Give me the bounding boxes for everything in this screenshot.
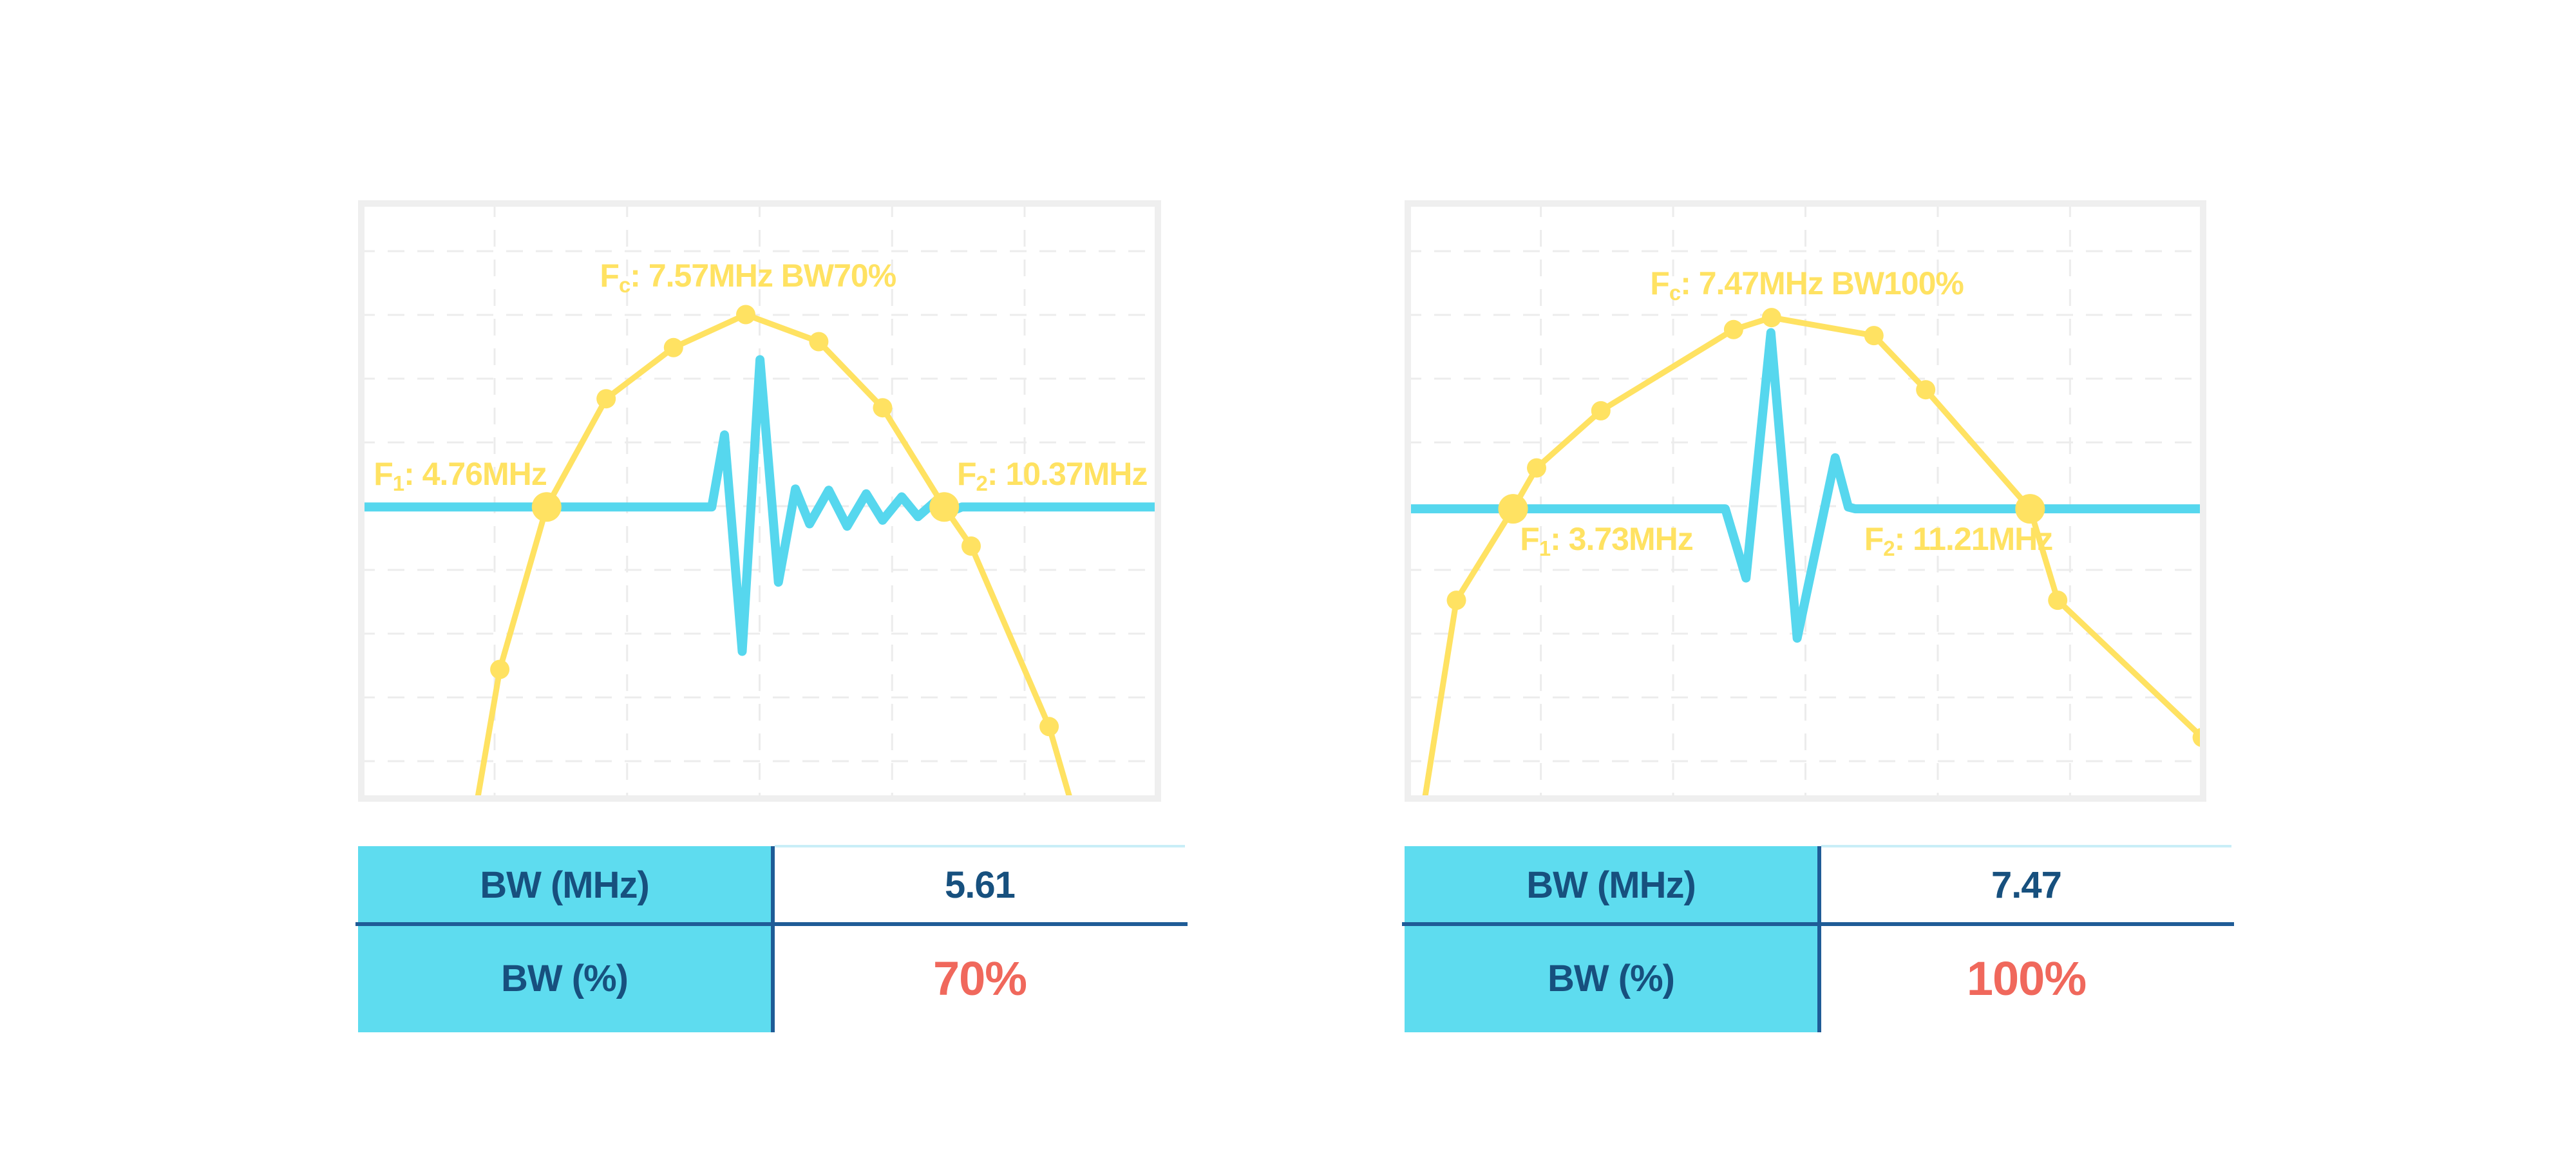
right-bw-table: BW (MHz) BW (%) 7.47 100%: [1402, 845, 2234, 1032]
spectrum-marker: [1864, 326, 1884, 346]
right-spectrum-chart: Fc: 7.47MHz BW100% F1: 3.73MHz F2: 11.21MH…: [1405, 200, 2206, 802]
bw-mhz-value: 5.61: [775, 846, 1185, 924]
spectrum-marker: [531, 492, 562, 522]
annotation-center-frequency: Fc: 7.47MHz BW100%: [1650, 265, 1964, 305]
spectrum-marker: [663, 337, 683, 357]
spectrum-marker: [809, 332, 829, 352]
table-top-accent-line: [775, 845, 1185, 847]
left-bw-table: BW (MHz) BW (%) 5.61 70%: [355, 845, 1188, 1032]
annotation-f2: F2: 11.21MHz: [1864, 521, 2053, 560]
table-vertical-divider: [771, 846, 775, 1032]
spectrum-marker: [1446, 591, 1466, 610]
bw-pct-value: 70%: [775, 924, 1185, 1032]
chart-frame: [1405, 200, 2206, 802]
bw-pct-label: BW (%): [358, 924, 771, 1032]
spectrum-marker: [961, 536, 981, 556]
spectrum-line: [1421, 314, 2206, 802]
chart-frame: [358, 200, 1161, 802]
spectrum-marker: [929, 492, 960, 522]
spectrum-marker: [1591, 401, 1611, 421]
bw-pct-label: BW (%): [1405, 924, 1817, 1032]
gridlines: [1405, 200, 2206, 802]
left-spectrum-chart: Fc: 7.57MHz BW70% F1: 4.76MHz F2: 10.37MHz: [358, 200, 1161, 802]
spectrum-marker: [736, 305, 755, 325]
spectrum-marker: [490, 659, 510, 679]
annotation-center-frequency: Fc: 7.57MHz BW70%: [600, 258, 896, 297]
table-horizontal-divider: [1402, 922, 2234, 926]
bw-pct-value: 100%: [1821, 924, 2231, 1032]
spectrum-marker: [1527, 458, 1546, 478]
bw-mhz-value: 7.47: [1821, 846, 2231, 924]
spectrum-marker: [873, 398, 893, 418]
annotation-f1: F1: 3.73MHz: [1520, 521, 1693, 560]
spectrum-line: [474, 312, 1074, 802]
spectrum-marker: [2048, 591, 2068, 610]
spectrum-marker: [1723, 319, 1743, 339]
spectrum-marker: [1761, 308, 1781, 328]
bw-mhz-label: BW (MHz): [358, 846, 771, 924]
spectrum-marker: [2015, 494, 2045, 524]
spectrum-marker: [1916, 380, 1936, 400]
annotation-f2: F2: 10.37MHz: [957, 456, 1147, 495]
spectrum-marker: [596, 389, 616, 409]
bw-mhz-label: BW (MHz): [1405, 846, 1817, 924]
spectrum-marker: [1498, 494, 1528, 524]
table-vertical-divider: [1817, 846, 1821, 1032]
spectrum-marker: [1039, 717, 1059, 737]
table-horizontal-divider: [355, 922, 1188, 926]
table-top-accent-line: [1821, 845, 2231, 847]
annotation-f1: F1: 4.76MHz: [374, 456, 547, 495]
pulse-line: [1405, 328, 2206, 643]
